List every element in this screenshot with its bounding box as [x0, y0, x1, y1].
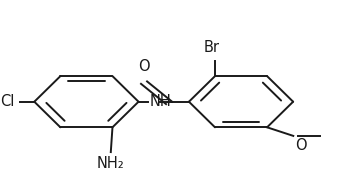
Text: Br: Br [204, 40, 220, 55]
Text: O: O [138, 59, 150, 74]
Text: NH: NH [150, 94, 171, 109]
Text: NH₂: NH₂ [97, 156, 125, 171]
Text: Cl: Cl [0, 94, 14, 109]
Text: O: O [295, 138, 307, 153]
